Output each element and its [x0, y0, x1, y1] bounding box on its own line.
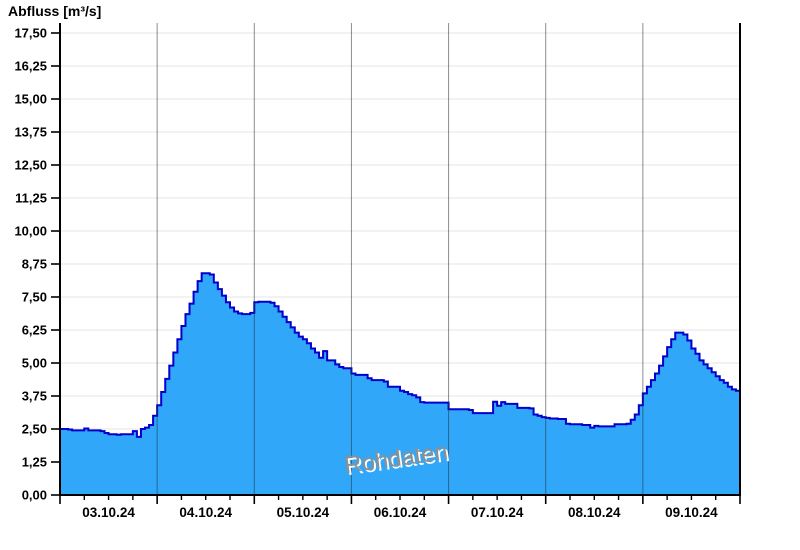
y-tick-label: 16,25 — [14, 59, 47, 74]
x-day-label: 07.10.24 — [471, 505, 524, 520]
x-day-label: 06.10.24 — [374, 505, 427, 520]
x-day-label: 04.10.24 — [179, 505, 232, 520]
y-tick-label: 10,00 — [14, 224, 47, 239]
y-tick-label: 1,25 — [22, 455, 47, 470]
y-tick-label: 12,50 — [14, 158, 47, 173]
y-tick-label: 13,75 — [14, 125, 47, 140]
x-day-label: 09.10.24 — [665, 505, 718, 520]
discharge-step-line — [60, 272, 740, 438]
y-tick-label: 15,00 — [14, 92, 47, 107]
y-tick-label: 17,50 — [14, 26, 47, 41]
x-day-label: 03.10.24 — [82, 505, 135, 520]
y-axis-title: Abfluss [m³/s] — [8, 3, 102, 19]
y-tick-label: 11,25 — [15, 191, 47, 206]
y-tick-label: 5,00 — [22, 356, 47, 371]
y-tick-label: 8,75 — [22, 257, 47, 272]
y-tick-label: 2,50 — [22, 422, 47, 437]
y-tick-label: 0,00 — [22, 488, 47, 503]
x-day-label: 05.10.24 — [277, 505, 330, 520]
x-day-label: 08.10.24 — [568, 505, 621, 520]
y-tick-label: 7,50 — [22, 290, 47, 305]
y-tick-label: 3,75 — [22, 389, 47, 404]
y-tick-label: 6,25 — [22, 323, 47, 338]
discharge-area — [60, 273, 740, 494]
